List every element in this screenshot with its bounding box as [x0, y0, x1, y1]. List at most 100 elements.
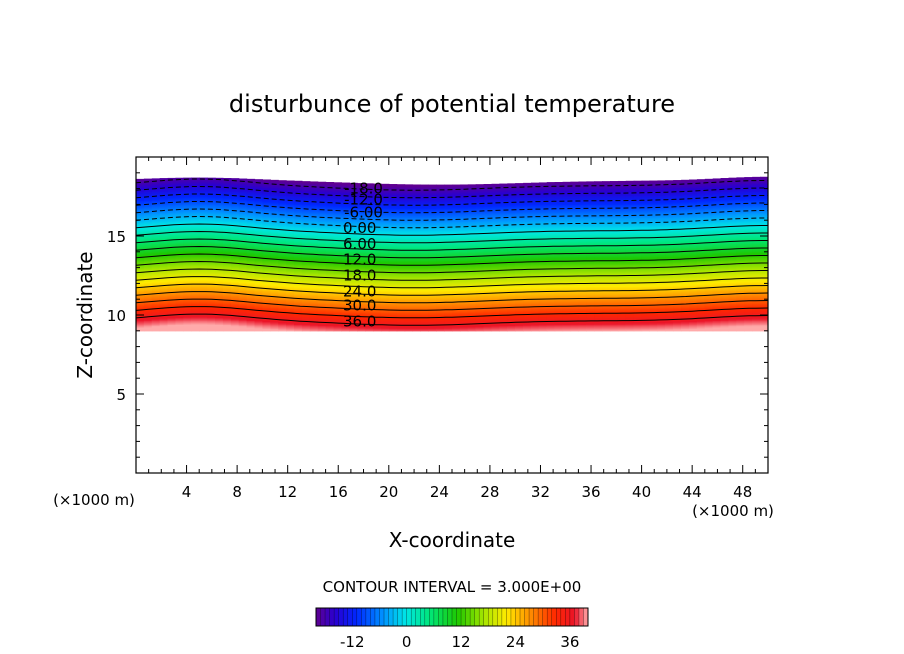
- field-cell: [215, 256, 224, 259]
- field-cell: [436, 307, 445, 310]
- field-cell: [380, 309, 390, 312]
- field-cell: [373, 260, 382, 263]
- field-cell: [459, 242, 469, 245]
- field-cell: [151, 319, 161, 321]
- field-cell: [388, 220, 398, 222]
- field-cell: [199, 234, 208, 237]
- field-cell: [286, 282, 295, 285]
- field-cell: [159, 306, 169, 308]
- field-cell: [199, 206, 208, 209]
- field-cell: [294, 227, 303, 230]
- field-cell: [396, 309, 406, 312]
- field-cell: [151, 196, 161, 199]
- field-cell: [136, 287, 145, 290]
- field-cell: [317, 197, 327, 200]
- field-cell: [270, 203, 279, 205]
- field-cell: [333, 214, 342, 217]
- field-cell: [270, 223, 279, 226]
- field-cell: [309, 307, 319, 310]
- field-cell: [159, 180, 169, 183]
- field-cell: [420, 308, 429, 311]
- field-cell: [412, 206, 421, 209]
- field-cell: [459, 285, 469, 288]
- field-cell: [388, 195, 398, 198]
- field-cell: [333, 253, 342, 256]
- field-cell: [167, 235, 177, 238]
- field-cell: [183, 300, 192, 303]
- field-cell: [396, 238, 406, 241]
- field-cell: [420, 193, 429, 196]
- field-cell: [246, 266, 256, 269]
- field-cell: [420, 217, 429, 220]
- field-cell: [167, 315, 177, 318]
- field-cell: [388, 227, 398, 230]
- field-cell: [199, 199, 208, 202]
- field-cell: [270, 279, 279, 282]
- field-cell: [230, 319, 240, 321]
- field-cell: [436, 298, 445, 301]
- field-cell: [301, 186, 311, 189]
- field-cell: [467, 311, 477, 314]
- field-cell: [388, 329, 398, 332]
- field-cell: [136, 203, 145, 205]
- field-cell: [215, 307, 224, 310]
- field-cell: [167, 214, 177, 217]
- field-cell: [309, 315, 319, 318]
- field-cell: [191, 291, 200, 294]
- field-cell: [388, 236, 398, 239]
- field-cell: [207, 212, 216, 215]
- field-cell: [230, 325, 240, 328]
- field-cell: [254, 273, 263, 276]
- field-cell: [207, 223, 216, 226]
- field-cell: [349, 291, 358, 294]
- field-cell: [286, 212, 295, 215]
- field-cell: [175, 204, 184, 207]
- field-cell: [238, 304, 248, 307]
- field-cell: [301, 221, 311, 224]
- field-cell: [207, 287, 216, 290]
- field-cell: [365, 234, 374, 237]
- field-cell: [459, 205, 469, 208]
- field-cell: [341, 317, 350, 320]
- field-cell: [262, 233, 271, 235]
- field-cell: [215, 196, 224, 199]
- field-cell: [412, 244, 421, 247]
- field-cell: [436, 190, 445, 192]
- field-cell: [222, 256, 232, 259]
- field-cell: [230, 303, 240, 306]
- field-cell: [191, 304, 200, 307]
- field-cell: [404, 277, 414, 280]
- field-cell: [380, 214, 390, 217]
- field-cell: [428, 306, 437, 308]
- field-cell: [325, 218, 335, 221]
- field-cell: [199, 244, 208, 247]
- field-cell: [467, 214, 477, 217]
- field-cell: [151, 317, 161, 320]
- field-cell: [238, 260, 248, 263]
- field-cell: [412, 265, 421, 268]
- field-cell: [191, 226, 200, 229]
- field-cell: [199, 316, 208, 319]
- field-cell: [230, 238, 240, 241]
- field-cell: [380, 273, 390, 276]
- field-cell: [199, 177, 208, 179]
- field-cell: [373, 322, 382, 325]
- field-cell: [294, 313, 303, 316]
- field-cell: [388, 272, 398, 275]
- field-cell: [278, 256, 287, 259]
- field-cell: [467, 221, 477, 224]
- field-cell: [309, 270, 319, 273]
- field-cell: [215, 320, 224, 323]
- field-cell: [459, 190, 469, 192]
- field-cell: [341, 214, 350, 217]
- field-cell: [254, 230, 263, 233]
- field-cell: [428, 199, 437, 202]
- field-cell: [341, 234, 350, 237]
- field-cell: [428, 243, 437, 246]
- field-cell: [151, 304, 161, 307]
- field-cell: [294, 183, 303, 186]
- field-cell: [444, 260, 453, 263]
- field-cell: [286, 230, 295, 233]
- field-cell: [412, 193, 421, 196]
- field-cell: [270, 246, 279, 248]
